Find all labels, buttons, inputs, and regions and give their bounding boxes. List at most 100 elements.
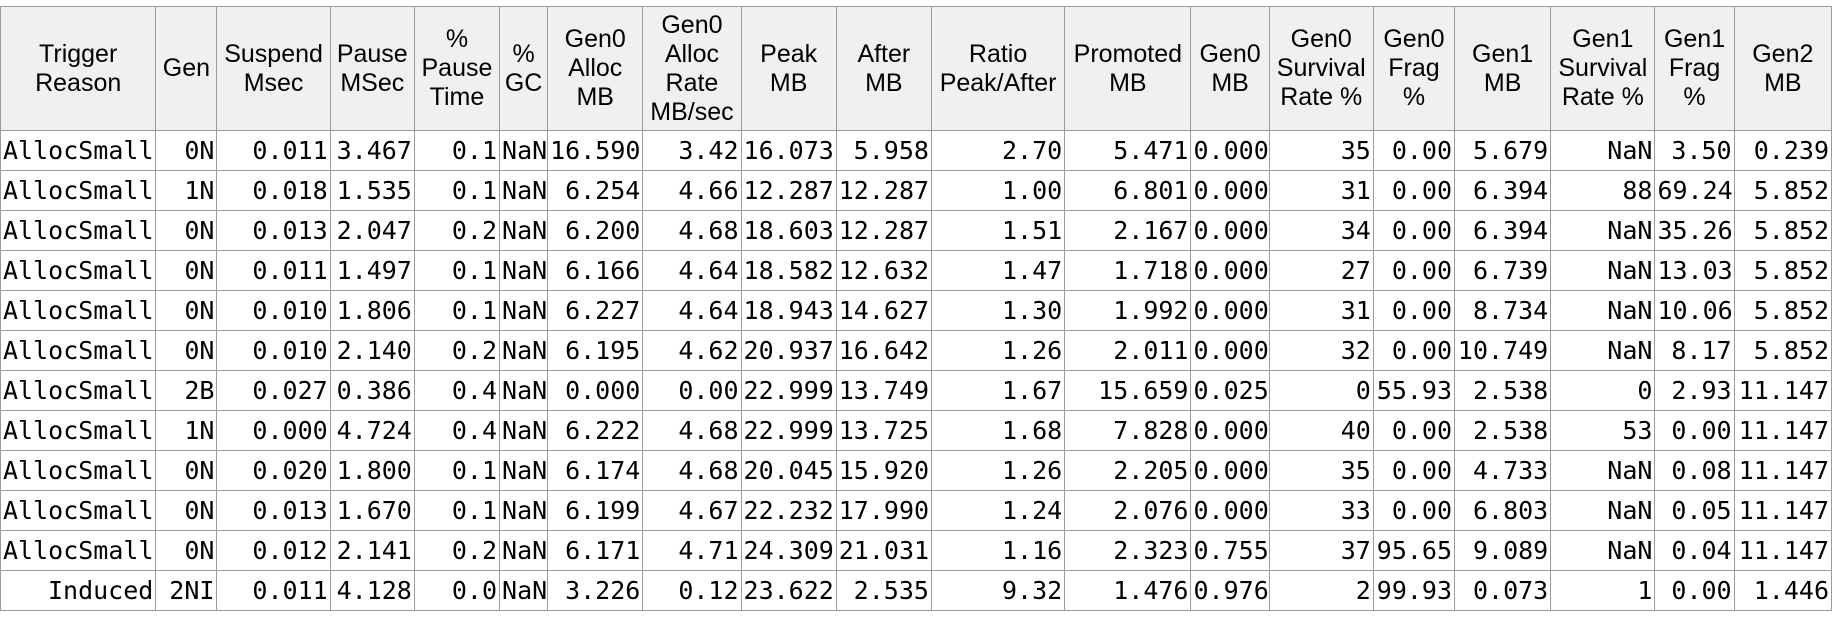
table-cell: 4.62 xyxy=(642,330,742,371)
table-cell: 0.00 xyxy=(1654,410,1735,451)
table-cell: 4.71 xyxy=(642,530,742,571)
table-cell: 11.147 xyxy=(1733,490,1832,531)
table-cell: 33 xyxy=(1268,490,1374,531)
table-cell: 4.66 xyxy=(642,170,742,211)
column-header-label: Ratio xyxy=(968,39,1028,68)
table-cell: 2.538 xyxy=(1454,370,1552,411)
column-header[interactable]: Suspend Msec xyxy=(216,6,331,131)
column-header[interactable]: % GC xyxy=(499,6,549,131)
table-cell: 1.497 xyxy=(329,250,415,291)
table-cell: 12.632 xyxy=(835,250,932,291)
table-row[interactable]: AllocSmall 0N 0.011 1.497 0.1 NaN 6.166 4.64 18.… xyxy=(0,250,1832,291)
table-cell: 5.852 xyxy=(1733,290,1832,331)
column-header[interactable]: Gen1 MB xyxy=(1454,6,1552,131)
column-header-label: Gen xyxy=(162,54,211,82)
table-cell: 18.603 xyxy=(740,210,837,251)
column-header[interactable]: Gen xyxy=(155,6,218,131)
column-header-label: Alloc xyxy=(568,54,623,82)
table-cell: 0.239 xyxy=(1733,130,1832,171)
table-row[interactable]: Induced 2NI 0.011 4.128 0.0 NaN 3.226 0.12 23.62… xyxy=(0,570,1832,611)
table-cell: 22.999 xyxy=(740,410,837,451)
column-header[interactable]: Gen0 Alloc MB xyxy=(547,6,644,131)
table-cell: 69.24 xyxy=(1654,170,1735,211)
table-cell: 0.05 xyxy=(1654,490,1735,531)
table-row[interactable]: AllocSmall 0N 0.010 1.806 0.1 NaN 6.227 4.64 18.… xyxy=(0,290,1832,331)
table-cell: 2.140 xyxy=(329,330,415,371)
column-header[interactable]: Gen0 MB xyxy=(1190,6,1270,131)
column-header-label: Survival xyxy=(1276,54,1366,82)
column-header[interactable]: Trigger Reason xyxy=(0,6,157,131)
table-header: Trigger Reason Gen Suspend Msec Pause MSec% Pau… xyxy=(0,6,1832,131)
column-header[interactable]: Peak MB xyxy=(740,6,837,131)
table-cell: AllocSmall xyxy=(0,410,157,451)
column-header[interactable]: Ratio Peak/After xyxy=(930,6,1066,131)
column-header[interactable]: Gen1 Survival Rate % xyxy=(1550,6,1656,131)
table-cell: NaN xyxy=(1550,450,1656,491)
table-row[interactable]: AllocSmall 0N 0.012 2.141 0.2 NaN 6.171 4.71 24.… xyxy=(0,530,1832,571)
table-cell: 2B xyxy=(155,370,218,411)
table-cell: 4.68 xyxy=(642,410,742,451)
table-cell: 2.205 xyxy=(1064,450,1192,491)
table-row[interactable]: AllocSmall 2B 0.027 0.386 0.4 NaN 0.000 0.00 22.… xyxy=(0,370,1832,411)
column-header-label: MB xyxy=(1109,68,1147,97)
column-header[interactable]: Gen1 Frag% xyxy=(1654,6,1735,131)
table-cell: 0.000 xyxy=(1190,250,1270,291)
table-cell: 16.073 xyxy=(740,130,837,171)
column-header-label: Gen1 xyxy=(1472,39,1534,68)
table-cell: 31 xyxy=(1268,170,1374,211)
column-header-label: Gen2 xyxy=(1752,39,1814,68)
table-cell: 1.30 xyxy=(930,290,1066,331)
column-header-label: Gen0 xyxy=(661,10,723,39)
table-cell: 0.1 xyxy=(413,450,501,491)
table-cell: 0N xyxy=(155,530,218,571)
table-row[interactable]: AllocSmall 1N 0.018 1.535 0.1 NaN 6.254 4.66 12.… xyxy=(0,170,1832,211)
table-cell: 13.725 xyxy=(835,410,932,451)
column-header[interactable]: Promoted MB xyxy=(1064,6,1192,131)
column-header[interactable]: Gen0 Frag% xyxy=(1372,6,1456,131)
column-header-label: % xyxy=(1402,83,1426,111)
table-cell: 15.920 xyxy=(835,450,932,491)
column-header-label: MB xyxy=(865,68,903,97)
table-cell: NaN xyxy=(499,250,549,291)
table-cell: 3.467 xyxy=(329,130,415,171)
table-row[interactable]: AllocSmall 0N 0.010 2.140 0.2 NaN 6.195 4.62 20.… xyxy=(0,330,1832,371)
column-header[interactable]: % Pause Time xyxy=(413,6,501,131)
table-cell: 5.852 xyxy=(1733,250,1832,291)
table-row[interactable]: AllocSmall 0N 0.013 1.670 0.1 NaN 6.199 4.67 22.… xyxy=(0,490,1832,531)
table-cell: NaN xyxy=(499,530,549,571)
table-row[interactable]: AllocSmall 0N 0.011 3.467 0.1 NaN 16.590 3.42 16… xyxy=(0,130,1832,171)
table-row[interactable]: AllocSmall 0N 0.020 1.800 0.1 NaN 6.174 4.68 20.… xyxy=(0,450,1832,491)
column-header[interactable]: Gen0 Alloc Rate MB/sec xyxy=(642,6,742,131)
table-cell: 1.992 xyxy=(1064,290,1192,331)
column-header-label: Gen0 xyxy=(1383,25,1445,53)
table-cell: 0.000 xyxy=(216,410,331,451)
table-cell: 4.64 xyxy=(642,290,742,331)
table-cell: 5.471 xyxy=(1064,130,1192,171)
table-cell: 1.670 xyxy=(329,490,415,531)
table-cell: NaN xyxy=(499,130,549,171)
table-cell: 0N xyxy=(155,290,218,331)
table-cell: 20.937 xyxy=(740,330,837,371)
column-header[interactable]: Gen2 MB xyxy=(1733,6,1832,131)
table-row[interactable]: AllocSmall 0N 0.013 2.047 0.2 NaN 6.200 4.68 18.… xyxy=(0,210,1832,251)
table-cell: 27 xyxy=(1268,250,1374,291)
table-cell: 40 xyxy=(1268,410,1374,451)
table-cell: AllocSmall xyxy=(0,290,157,331)
table-cell: 11.147 xyxy=(1733,530,1832,571)
table-cell: Induced xyxy=(0,570,157,611)
table-cell: 2.141 xyxy=(329,530,415,571)
table-cell: 35 xyxy=(1268,130,1374,171)
column-header-label: Gen0 xyxy=(564,25,626,53)
column-header[interactable]: After MB xyxy=(835,6,932,131)
column-header-label: % xyxy=(1683,83,1706,111)
table-row[interactable]: AllocSmall 1N 0.000 4.724 0.4 NaN 6.222 4.68 22.… xyxy=(0,410,1832,451)
table-cell: 0.013 xyxy=(216,490,331,531)
table-cell: 12.287 xyxy=(835,210,932,251)
column-header-label: MB xyxy=(769,68,808,97)
table-cell: 20.045 xyxy=(740,450,837,491)
table-cell: 0.2 xyxy=(413,530,501,571)
column-header[interactable]: Pause MSec xyxy=(329,6,415,131)
column-header[interactable]: Gen0 Survival Rate % xyxy=(1268,6,1374,131)
table-cell: 2.047 xyxy=(329,210,415,251)
table-cell: 0.000 xyxy=(1190,210,1270,251)
